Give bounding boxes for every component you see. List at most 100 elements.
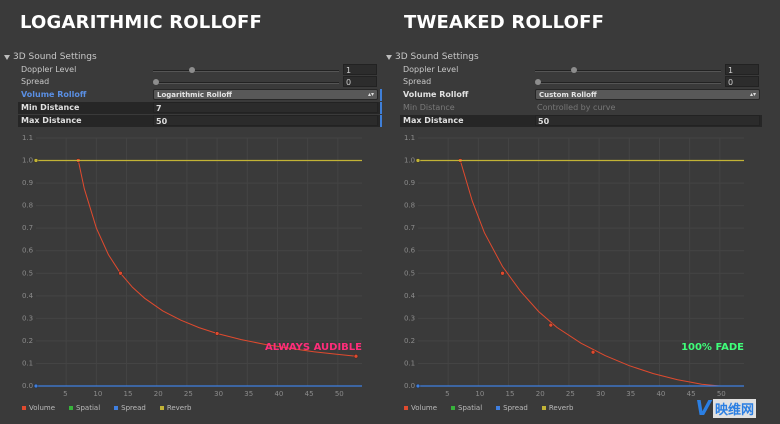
x-tick-label: 5: [63, 390, 67, 398]
legend-swatch: [22, 406, 26, 410]
spread-row: Spread 0: [18, 76, 380, 88]
legend-volume[interactable]: Volume: [404, 404, 437, 412]
y-tick-label: 0.4: [404, 292, 416, 300]
legend-swatch: [69, 406, 74, 410]
min-distance-value: Controlled by curve: [537, 103, 616, 112]
spread-field[interactable]: 0: [343, 76, 377, 87]
graph-legend: Volume Spatial Spread Reverb: [404, 404, 573, 412]
max-distance-field[interactable]: 50: [535, 115, 760, 126]
callout-label: 100% FADE: [681, 342, 744, 353]
x-tick-label: 10: [93, 390, 102, 398]
y-tick-label: 0.8: [22, 202, 33, 210]
doppler-level-slider[interactable]: [153, 67, 339, 73]
y-tick-label: 0.2: [22, 337, 33, 345]
spread-label: Spread: [21, 77, 50, 86]
min-distance-row: Min Distance Controlled by curve: [400, 102, 762, 114]
watermark-text: 映维网: [712, 398, 756, 418]
x-tick-label: 45: [305, 390, 314, 398]
legend-reverb[interactable]: Reverb: [159, 404, 191, 412]
legend-spread[interactable]: Spread: [114, 404, 146, 412]
x-tick-label: 25: [566, 390, 575, 398]
legend-volume[interactable]: Volume: [22, 404, 55, 412]
reverb-keyframe-point: [33, 158, 39, 163]
rolloff-graph[interactable]: 0.0 0.1 0.2 0.3 0.4 0.5 0.6 0.7 0.8 0.9 1.0 1.1 5 10 1…: [402, 130, 760, 412]
volume-keyframe-point: [214, 331, 220, 336]
slider-thumb[interactable]: [153, 79, 159, 85]
volume-rolloff-dropdown[interactable]: Logarithmic Rolloff ▴▾: [153, 89, 378, 100]
x-tick-label: 35: [626, 390, 635, 398]
y-tick-label: 1.0: [404, 157, 415, 165]
legend-spatial[interactable]: Spatial: [451, 404, 482, 412]
dropdown-arrow-icon: ▴▾: [749, 91, 756, 98]
volume-keyframe-point: [118, 271, 123, 276]
x-tick-label: 50: [335, 390, 344, 398]
section-title: 3D Sound Settings: [395, 52, 479, 62]
legend-label: Spread: [503, 404, 528, 412]
slider-thumb[interactable]: [535, 79, 541, 85]
reverb-keyframe-point: [415, 158, 421, 163]
y-tick-label: 1.1: [404, 134, 415, 142]
rolloff-graph-svg[interactable]: 0.0 0.1 0.2 0.3 0.4 0.5 0.6 0.7 0.8 0.9 1.0 1.1 5 10 1…: [402, 130, 760, 402]
x-tick-label: 5: [445, 390, 449, 398]
modified-indicator: [380, 115, 382, 127]
x-tick-label: 35: [244, 390, 253, 398]
dropdown-value: Logarithmic Rolloff: [157, 91, 232, 99]
y-tick-label: 0.1: [22, 359, 33, 367]
foldout-arrow-icon[interactable]: [386, 54, 392, 60]
max-distance-label: Max Distance: [21, 116, 82, 125]
doppler-level-label: Doppler Level: [21, 65, 77, 74]
rolloff-graph[interactable]: 0.0 0.1 0.2 0.3 0.4 0.5 0.6 0.7 0.8 0.9 1.0 1.1 5 10 1…: [20, 130, 378, 412]
legend-swatch: [496, 406, 501, 410]
doppler-level-row: Doppler Level 1: [18, 64, 380, 76]
legend-spatial[interactable]: Spatial: [69, 404, 100, 412]
doppler-level-field[interactable]: 1: [725, 64, 759, 75]
panel-tweaked: TWEAKED ROLLOFF 3D Sound Settings Dopple…: [382, 0, 764, 424]
section-3d-sound-settings[interactable]: 3D Sound Settings: [386, 52, 479, 62]
section-3d-sound-settings[interactable]: 3D Sound Settings: [4, 52, 97, 62]
y-tick-label: 0.0: [404, 382, 415, 390]
y-tick-label: 0.9: [22, 179, 33, 187]
legend-label: Spatial: [76, 404, 101, 412]
y-tick-label: 0.8: [404, 202, 415, 210]
x-tick-label: 40: [656, 390, 665, 398]
dropdown-value: Custom Rolloff: [539, 91, 597, 99]
graph-legend: Volume Spatial Spread Reverb: [22, 404, 191, 412]
doppler-level-field[interactable]: 1: [343, 64, 377, 75]
doppler-level-row: Doppler Level 1: [400, 64, 762, 76]
y-tick-label: 1.1: [22, 134, 33, 142]
min-distance-label: Min Distance: [403, 103, 455, 112]
y-tick-label: 0.4: [22, 292, 34, 300]
y-tick-label: 0.7: [404, 224, 415, 232]
legend-swatch: [404, 406, 408, 410]
rolloff-graph-svg[interactable]: 0.0 0.1 0.2 0.3 0.4 0.5 0.6 0.7 0.8 0.9 1.0 1.1 5 10 1…: [20, 130, 378, 402]
max-distance-field[interactable]: 50: [153, 115, 378, 126]
x-tick-label: 20: [154, 390, 163, 398]
legend-swatch: [541, 406, 546, 410]
min-distance-field[interactable]: 7: [153, 102, 378, 113]
legend-swatch: [451, 406, 456, 410]
y-tick-label: 1.0: [22, 157, 33, 165]
volume-keyframe-point: [500, 271, 505, 276]
panel-logarithmic: LOGARITHMIC ROLLOFF 3D Sound Settings Do…: [0, 0, 382, 424]
spread-field[interactable]: 0: [725, 76, 759, 87]
legend-label: Volume: [411, 404, 438, 412]
dropdown-arrow-icon: ▴▾: [367, 91, 374, 98]
slider-thumb[interactable]: [571, 67, 577, 73]
volume-series-line: [77, 160, 357, 357]
x-tick-label: 15: [124, 390, 133, 398]
slider-thumb[interactable]: [189, 67, 195, 73]
y-tick-label: 0.6: [404, 247, 416, 255]
x-tick-label: 50: [717, 390, 726, 398]
spread-slider[interactable]: [153, 79, 339, 85]
volume-rolloff-row: Volume Rolloff Logarithmic Rolloff ▴▾: [18, 89, 382, 101]
doppler-level-slider[interactable]: [535, 67, 721, 73]
panel-heading: TWEAKED ROLLOFF: [404, 12, 605, 33]
watermark-logo: V 映维网: [696, 396, 756, 420]
volume-rolloff-dropdown[interactable]: Custom Rolloff ▴▾: [535, 89, 760, 100]
y-tick-label: 0.7: [22, 224, 33, 232]
spread-slider[interactable]: [535, 79, 721, 85]
legend-label: Reverb: [548, 404, 574, 412]
legend-reverb[interactable]: Reverb: [541, 404, 574, 412]
foldout-arrow-icon[interactable]: [4, 54, 10, 60]
legend-spread[interactable]: Spread: [496, 404, 528, 412]
